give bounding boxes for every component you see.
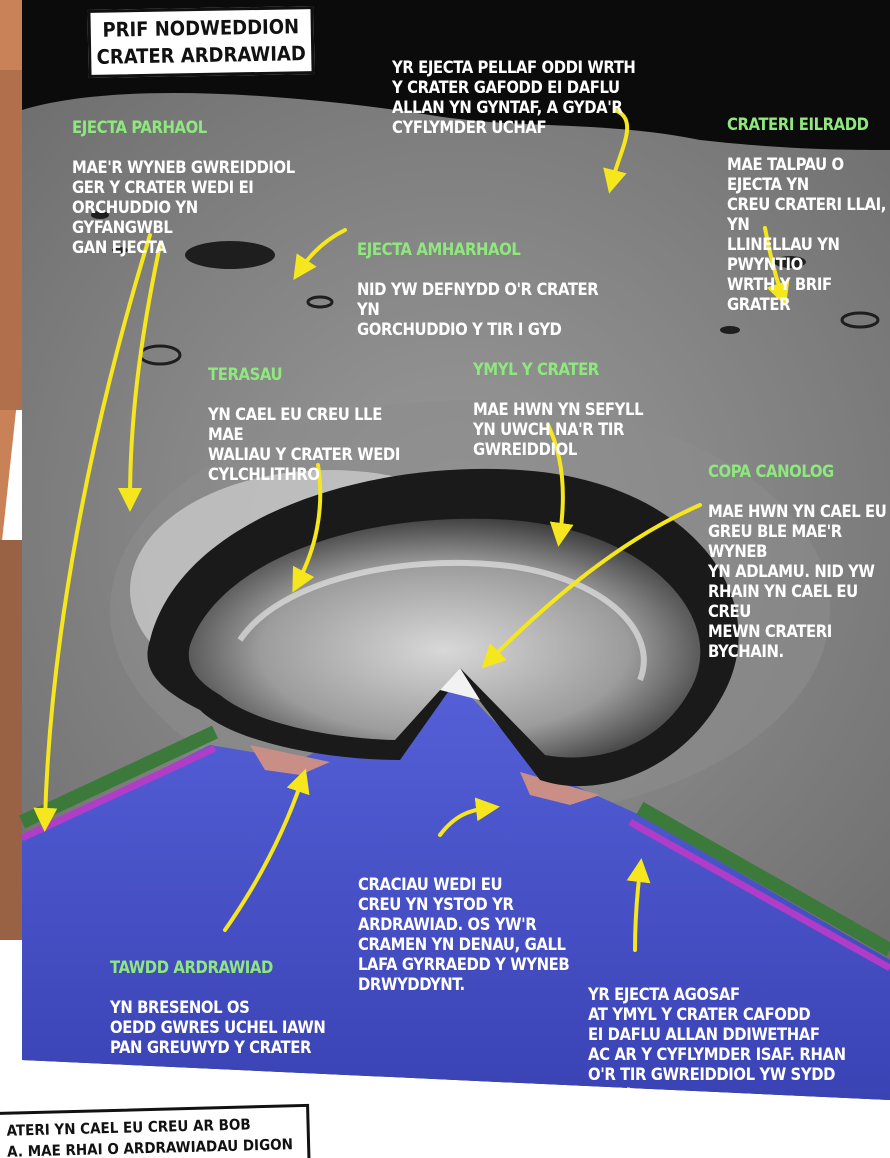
crater-small-5 (306, 295, 334, 309)
arrow-crater-rim (546, 423, 574, 547)
label-nearest-ejecta: YR EJECTA AGOSAF AT YMYL Y CRATER CAFODD… (588, 965, 878, 1125)
label-central-peak: COPA CANOLOG MAE HWN YN CAEL EU GREU BLE… (708, 442, 890, 662)
label-impact-melt-heading: TAWDD ARDRAWIAD (110, 958, 273, 977)
label-impact-melt: TAWDD ARDRAWIAD YN BRESENOL OS OEDD GWRE… (110, 938, 330, 1058)
label-secondary-craters-text: MAE TALPAU O EJECTA YN CREU CRATERI LLAI… (727, 155, 886, 314)
bottom-caption-text: ATERI YN CAEL EU CREU AR BOB A. MAE RHAI… (6, 1115, 294, 1158)
ejecta-layer-right (628, 818, 890, 972)
label-crater-rim-heading: YMYL Y CRATER (473, 360, 599, 379)
central-peak (440, 668, 480, 700)
label-cracks: CRACIAU WEDI EU CREU YN YSTOD YR ARDRAWI… (358, 855, 573, 995)
surface-layer-right (636, 801, 890, 957)
arrow-terraces (292, 463, 323, 593)
background-photo-left (0, 70, 22, 410)
arrow-secondary-craters (763, 226, 790, 307)
label-continuous-ejecta: EJECTA PARHAOL MAE'R WYNEB GWREIDDIOL GE… (72, 98, 302, 258)
arrow-nearest-ejecta (626, 858, 651, 952)
arrow-discontinuous-ejecta (293, 228, 347, 280)
crater-floor (188, 518, 701, 758)
label-terraces-heading: TERASAU (208, 365, 283, 384)
label-cracks-text: CRACIAU WEDI EU CREU YN YSTOD YR ARDRAWI… (358, 875, 570, 994)
arrow-continuous-ejecta-1 (33, 233, 152, 832)
title-line-1: PRIF NODWEDDION (102, 14, 300, 42)
crater-small-7 (91, 211, 109, 219)
label-crater-rim-text: MAE HWN YN SEFYLL YN UWCH NA'R TIR GWREI… (473, 400, 644, 459)
label-crater-rim: YMYL Y CRATER MAE HWN YN SEFYLL YN UWCH … (473, 340, 713, 460)
label-central-peak-text: MAE HWN YN CAEL EU GREU BLE MAE'R WYNEB … (708, 502, 887, 661)
label-nearest-ejecta-text: YR EJECTA AGOSAF AT YMYL Y CRATER CAFODD… (588, 985, 846, 1124)
surface-layer-left (19, 725, 218, 829)
crater-small-1 (185, 241, 275, 269)
arrow-furthest-ejecta (603, 108, 630, 194)
arrow-impact-melt (223, 768, 310, 932)
label-furthest-ejecta-text: YR EJECTA PELLAF ODDI WRTH Y CRATER GAFO… (392, 58, 636, 137)
label-terraces: TERASAU YN CAEL EU CREU LLE MAE WALIAU Y… (208, 345, 418, 485)
title-box: PRIF NODWEDDION CRATER ARDRAWIAD (87, 6, 315, 78)
impact-melt-left (250, 745, 330, 775)
label-impact-melt-text: YN BRESENOL OS OEDD GWRES UCHEL IAWN PAN… (110, 998, 326, 1057)
impact-melt-right (520, 772, 600, 805)
terraces (237, 559, 647, 682)
label-discontinuous-ejecta-heading: EJECTA AMHARHAOL (357, 240, 521, 259)
crater-small-8 (112, 247, 128, 253)
annotation-arrows (33, 108, 790, 952)
bottom-caption-box: ATERI YN CAEL EU CREU AR BOB A. MAE RHAI… (0, 1103, 311, 1158)
crust-section (22, 680, 890, 1100)
label-continuous-ejecta-heading: EJECTA PARHAOL (72, 118, 207, 137)
title-line-2: CRATER ARDRAWIAD (96, 41, 306, 69)
crater-small-4 (774, 256, 806, 268)
main-panel (19, 0, 890, 1100)
background-photo-left-lower (0, 540, 22, 940)
label-secondary-craters-heading: CRATERI EILRADD (727, 115, 869, 134)
arrow-cracks (438, 797, 500, 837)
label-discontinuous-ejecta-text: NID YW DEFNYDD O'R CRATER YN GORCHUDDIO … (357, 280, 599, 339)
crater-small-6 (720, 326, 740, 334)
label-furthest-ejecta: YR EJECTA PELLAF ODDI WRTH Y CRATER GAFO… (392, 38, 652, 138)
label-terraces-text: YN CAEL EU CREU LLE MAE WALIAU Y CRATER … (208, 405, 400, 484)
crater-small-3 (840, 311, 880, 329)
label-continuous-ejecta-text: MAE'R WYNEB GWREIDDIOL GER Y CRATER WEDI… (72, 158, 295, 257)
label-secondary-craters: CRATERI EILRADD MAE TALPAU O EJECTA YN C… (727, 95, 890, 315)
label-central-peak-heading: COPA CANOLOG (708, 462, 834, 481)
arrow-continuous-ejecta-2 (118, 243, 162, 512)
arrow-central-peak (481, 503, 702, 669)
label-discontinuous-ejecta: EJECTA AMHARHAOL NID YW DEFNYDD O'R CRAT… (357, 220, 607, 340)
